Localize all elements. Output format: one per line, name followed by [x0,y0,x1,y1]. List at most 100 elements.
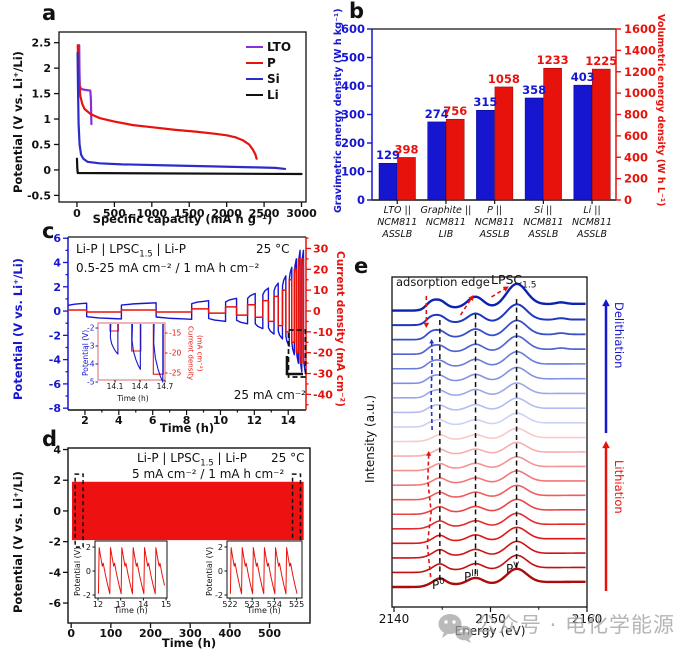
c-inset-potential-spike [109,323,119,355]
a-x-tick-label: 500 [103,207,126,220]
c-x-tick-label: 4 [115,414,123,427]
e-p3-arrow [459,296,473,316]
e-lithiation-trace [426,452,432,578]
c-inset-x-title: Time (h) [117,394,149,403]
a-series-Si [76,51,287,171]
d-inset-y-tick-label: -2 [215,591,223,600]
b-left-tick-label: 400 [341,79,365,93]
c-x-tick-label: 10 [213,414,229,427]
b-category-label: Li || NCM811 ASSLB [558,205,626,241]
a-x-axis-title: Specific capacity (mA h g⁻¹) [92,212,273,226]
d-inset2-y-title: Potential (V) [205,546,214,596]
d-y-tick-label: -6 [49,597,62,610]
b-value-label-blue: 403 [571,70,595,84]
c-inset-right-tick-label: -25 [169,369,181,378]
c-cell-pre: Li-P | LPSC [76,242,140,256]
b-bar-gravimetric [524,97,544,201]
c-current-note: 25 mA cm⁻² [233,388,306,402]
d-inset1-x-title: Time (h) [114,606,148,615]
legend-label: Si [267,72,280,86]
arrowhead [502,286,509,292]
b-right-tick-label: 800 [624,108,648,122]
a-series-Li [75,157,303,176]
e-spectrum-4 [392,512,586,530]
a-x-tick-label: 2500 [249,207,280,220]
d-inset-y-tick-label: 2 [86,543,91,552]
b-value-label-red: 756 [443,104,467,118]
a-y-tick-label: 2.5 [32,37,52,50]
legend-line [246,61,263,65]
d-cell-pre: Li-P | LPSC [137,451,201,465]
e-x-tick-label: 2140 [379,612,410,626]
b-bar-volumetric [494,86,514,201]
c-right-tick-label: -20 [313,347,333,360]
b-value-label-red: 1225 [585,54,617,68]
arrowhead [429,339,434,344]
c-x-tick-label: 6 [149,414,157,427]
arrowhead [423,322,430,328]
b-category-line: Graphite || [420,205,472,216]
c-inset-potential-spike [131,323,141,370]
d-inset-x-tick-label: 15 [161,600,171,609]
d-inset-x-tick-label: 525 [289,600,304,609]
b-right-axis-title: Volumetric energy density (W h L⁻¹) [654,14,666,207]
b-category-line: ASSLB [577,229,608,240]
c-inset-y-right-title-1: Current density [186,325,195,381]
d-inset-x-tick-label: 524 [267,600,282,609]
c-current-curve [68,258,306,364]
b-right-tick-label: 600 [624,129,648,143]
c-right-tick-label: -10 [313,326,333,339]
d-dashed-zoom-box [74,473,84,548]
d-frame [67,447,311,624]
d-cycling-band [71,481,304,541]
e-spectrum-9 [392,441,586,457]
e-spectrum-15 [392,350,586,370]
e-spectrum-12 [392,397,586,414]
a-x-tick-label: 0 [73,207,81,220]
arrowhead [468,295,474,301]
c-inset-left-tick-label: -4 [87,360,95,369]
b-right-tick-label: 1200 [624,65,656,79]
b-right-tick-label: 400 [624,150,648,164]
panel-label-b: b [349,0,365,23]
a-y-tick-label: 0.5 [32,138,52,151]
b-bar-gravimetric [378,162,398,201]
b-category-label: Graphite || NCM811 LIB [412,205,480,241]
d-inset-x-tick-label: 12 [93,600,103,609]
legend-line [246,77,263,81]
c-inset-potential-spike [153,323,164,383]
e-spectrum-11 [392,412,586,428]
b-category-line: NCM811 [523,217,564,228]
a-frame [58,31,307,203]
c-right-tick-label: -40 [313,388,333,401]
b-category-line: NCM811 [572,217,613,228]
c-right-tick-label: 10 [313,284,329,297]
a-y-tick-label: 1.5 [32,88,52,101]
b-category-label: LTO || NCM811 ASSLB [363,205,431,241]
b-value-label-red: 1233 [537,53,569,67]
d-inset-curve [97,547,165,595]
b-value-label-blue: 315 [473,95,497,109]
c-x-tick-label: 8 [183,414,191,427]
c-inset-left-tick-label: -2 [87,324,95,333]
d-inset-y-tick-label: -2 [83,591,91,600]
e-spectrum-19 [392,282,586,312]
b-left-tick-label: 100 [341,165,365,179]
a-x-tick-label: 2000 [211,207,242,220]
b-bar-gravimetric [476,109,495,201]
d-inset-x-tick-label: 14 [138,600,148,609]
c-right-axis-title: Current density (mA cm⁻²) [334,251,347,407]
b-right-tick-label: 1000 [624,86,656,100]
d-inset-y-tick-label: 0 [86,567,91,576]
b-category-line: Si || [534,205,553,216]
legend-item: Li [246,87,291,103]
e-lithiation-label: Lithiation [612,460,627,514]
legend-label: Li [267,88,279,102]
a-y-tick-label: 1 [43,113,51,126]
d-x-tick-label: 200 [139,627,162,640]
b-value-label-blue: 274 [425,107,449,121]
e-x-tick-label: 2150 [475,612,506,626]
legend-label: P [267,56,276,70]
